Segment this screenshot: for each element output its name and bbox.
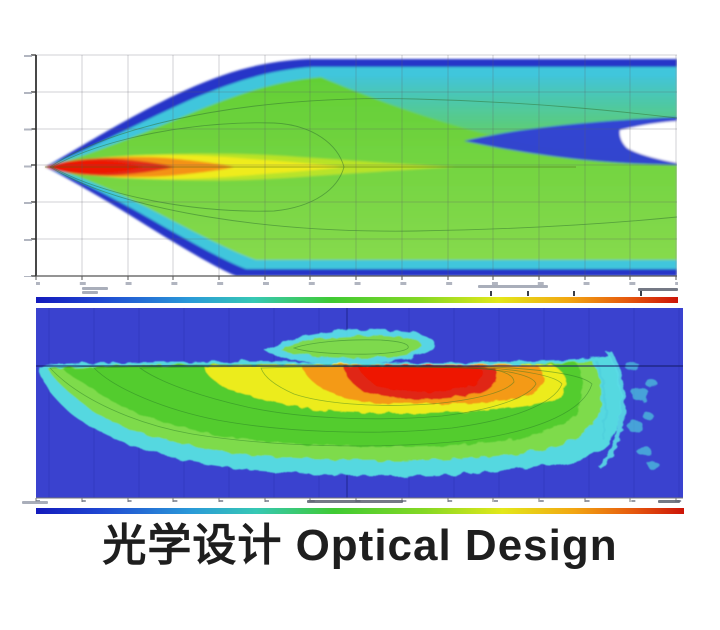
bottom-plot-colorbar bbox=[36, 508, 684, 514]
top-plot-xaxis-title bbox=[478, 285, 548, 288]
bottom-plot-xaxis-title bbox=[307, 500, 403, 503]
beam-contour-lines bbox=[45, 98, 677, 232]
top-plot-x-tick-labels bbox=[36, 282, 678, 285]
figure-caption: 光学设计 Optical Design bbox=[102, 521, 618, 570]
bottom-plot-right-label bbox=[658, 500, 680, 503]
colorbar1-tick bbox=[640, 291, 642, 296]
top-plot-colorbar bbox=[36, 297, 678, 303]
top-plot-axis-unit-label bbox=[82, 287, 108, 290]
colorbar1-tick bbox=[527, 291, 529, 296]
colorbar1-tick bbox=[573, 291, 575, 296]
colorbar1-tick bbox=[490, 291, 492, 296]
right-speckle-blobs bbox=[625, 361, 660, 470]
bottom-illuminance-plot bbox=[35, 308, 683, 502]
top-plot-axis-unit-label2 bbox=[82, 291, 98, 294]
top-plot-axes bbox=[31, 54, 677, 280]
beam-heatmap-fills bbox=[45, 59, 677, 276]
top-plot-grid bbox=[35, 54, 677, 277]
top-plot-y-tick-labels bbox=[24, 55, 32, 277]
bottom-plot-left-label bbox=[22, 501, 48, 504]
top-plot-right-label bbox=[638, 288, 678, 291]
illuminance-heatmap-fills bbox=[38, 329, 660, 476]
top-beam-contour-plot bbox=[31, 54, 677, 280]
